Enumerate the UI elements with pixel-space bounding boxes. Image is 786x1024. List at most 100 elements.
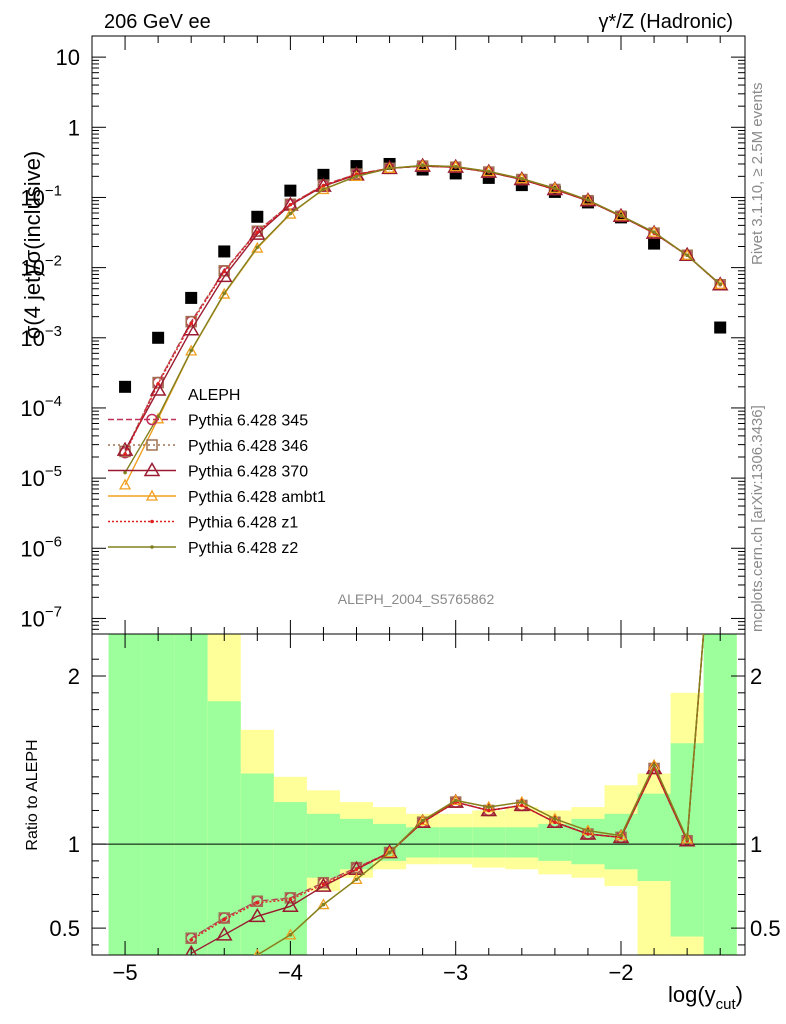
data-point-cz2 (222, 291, 227, 296)
ratio-inner-band-bin (207, 701, 241, 955)
series-c370 (116, 157, 729, 456)
ratio-y-tick-label: 0.5 (49, 916, 80, 941)
ratio-point-c370 (282, 897, 299, 913)
data-point-cz2 (255, 245, 260, 250)
ratio-inner-band-bin (505, 827, 539, 858)
legend-item-cz1: Pythia 6.428 z1 (108, 515, 298, 532)
data-point-c370 (315, 177, 332, 192)
ratio-point-cz1 (321, 882, 326, 887)
ratio-point-c346 (218, 912, 231, 924)
data-point-cz2 (288, 211, 293, 216)
data-point-data (317, 168, 330, 181)
series-line-cambt1 (124, 164, 721, 486)
ratio-point-c346 (251, 895, 264, 907)
legend-item-cz2: Pythia 6.428 z2 (108, 540, 298, 557)
data-point-data (218, 245, 231, 258)
ratio-inner-band-bin (637, 793, 671, 882)
ratio-point-cz2 (387, 850, 392, 855)
data-point-cz1 (123, 452, 127, 456)
ratio-point-cz1 (189, 938, 193, 942)
ratio-point-cambt1 (416, 814, 429, 826)
legend-marker-c370 (143, 462, 161, 477)
ratio-point-cz2 (586, 828, 590, 833)
x-tick-label: −2 (608, 960, 633, 985)
ratio-point-cambt1 (681, 832, 694, 844)
y-tick-label: 10−7 (20, 603, 62, 631)
y-tick-label: 10 (56, 45, 80, 70)
ratio-panel-series (185, 634, 705, 955)
data-point-cambt1 (218, 287, 231, 299)
data-point-cambt1 (251, 241, 264, 253)
data-point-cz2 (387, 166, 392, 171)
ratio-point-c370 (249, 907, 266, 923)
ratio-point-cz2 (520, 800, 524, 804)
legend-label-data: ALEPH (188, 387, 240, 404)
ratio-point-cambt1 (253, 948, 261, 955)
data-point-cz1 (156, 382, 160, 386)
data-point-c370 (249, 225, 266, 240)
legend-label-c345: Pythia 6.428 345 (188, 413, 308, 430)
series-cz2 (123, 163, 723, 475)
data-point-cz2 (553, 186, 557, 191)
legend: ALEPH Pythia 6.428 345 Pythia 6.428 346 Pyt… (108, 387, 326, 557)
ratio-point-cz2 (453, 798, 458, 803)
main-y-axis-label: σ(4 jet)/σ(inclusive) (20, 151, 45, 340)
ratio-point-c346 (284, 892, 297, 904)
legend-marker-c346 (146, 439, 158, 451)
ratio-point-cz1 (222, 917, 227, 922)
data-point-data (152, 331, 165, 344)
legend-marker-cz1 (150, 519, 154, 524)
data-point-cambt1 (284, 207, 297, 219)
ratio-inner-band-bin (240, 773, 274, 955)
main-panel-series (116, 157, 729, 490)
ratio-point-c370 (381, 843, 398, 859)
data-point-cz2 (718, 282, 723, 287)
y-tick-label: 10−5 (20, 463, 62, 491)
ratio-point-cz1 (255, 901, 260, 905)
ratio-point-cz2 (486, 805, 491, 809)
data-point-cz2 (453, 164, 458, 169)
data-point-cz2 (586, 198, 590, 202)
ratio-inner-band-bin (703, 634, 737, 955)
ratio-y-tick-label-right: 2 (750, 664, 762, 689)
ratio-point-cz1 (354, 867, 359, 872)
ratio-point-cambt1 (284, 928, 297, 940)
ratio-point-cz2 (255, 953, 260, 955)
series-data (119, 157, 727, 393)
legend-marker-cambt1 (145, 489, 159, 501)
rivet-version-label: Rivet 3.1.10, ≥ 2.5M events (749, 83, 766, 266)
legend-item-data: ALEPH (188, 387, 240, 404)
data-point-cz2 (354, 174, 359, 179)
ratio-point-cz2 (619, 833, 623, 838)
ratio-y-tick-label-right: 0.5 (750, 916, 781, 941)
ratio-axis-ticks: 0.5 0.5 1 1 2 2 −5 −4 −3 −2 (49, 634, 781, 985)
ratio-inner-band-bin (538, 823, 572, 861)
legend-item-cambt1: Pythia 6.428 ambt1 (108, 489, 326, 506)
process-label: γ*/Z (Hadronic) (599, 11, 733, 33)
data-point-cz1 (189, 321, 193, 326)
legend-item-c370: Pythia 6.428 370 (108, 462, 308, 481)
ratio-point-cz2 (321, 902, 326, 907)
series-line-c346 (124, 165, 721, 452)
ratio-point-cz1 (520, 803, 524, 808)
ratio-series-cz2 (255, 634, 705, 955)
ratio-point-cambt1 (383, 846, 396, 858)
ratio-y-tick-label-right: 1 (750, 832, 762, 857)
ratio-point-c370 (215, 926, 233, 941)
data-point-cz2 (685, 253, 689, 258)
data-point-data (119, 380, 132, 393)
ratio-inner-band-bin (604, 813, 638, 870)
data-point-cz2 (189, 348, 193, 353)
data-point-data (648, 237, 661, 250)
data-point-c370 (711, 276, 729, 291)
ratio-point-cz2 (354, 877, 359, 882)
ratio-point-cz1 (586, 832, 590, 836)
data-point-cz2 (652, 230, 656, 234)
ratio-inner-band-bin (273, 802, 307, 955)
data-point-cz2 (619, 213, 623, 218)
ratio-y-axis-label: Ratio to ALEPH (24, 739, 41, 850)
data-point-data (284, 184, 297, 197)
data-point-cambt1 (714, 277, 727, 289)
ratio-point-cambt1 (317, 898, 330, 910)
